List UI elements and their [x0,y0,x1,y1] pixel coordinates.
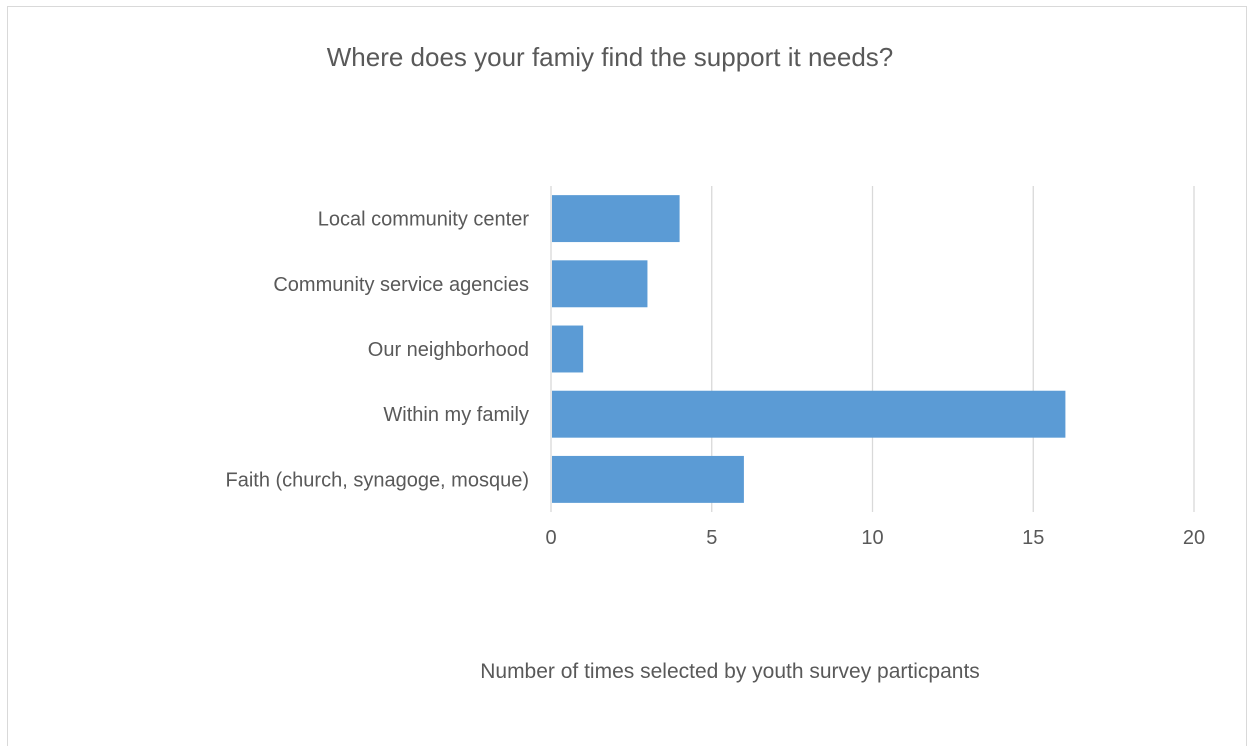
bar [552,260,648,308]
x-tick-label: 10 [861,527,883,549]
category-label: Community service agencies [273,274,529,296]
x-tick-labels: 0 5 10 15 20 [545,527,1205,549]
chart-title: Where does your famiy find the support i… [326,42,894,72]
x-axis-title: Number of times selected by youth survey… [480,660,980,683]
bar [552,195,680,243]
x-tick-label: 0 [545,527,556,549]
category-label: Within my family [383,404,529,426]
x-tick-label: 15 [1022,527,1044,549]
category-label: Our neighborhood [368,339,529,361]
x-tick-label: 20 [1183,527,1205,549]
category-label: Faith (church, synagoge, mosque) [226,469,530,491]
bar [552,325,584,373]
x-tick-label: 5 [706,527,717,549]
chart-frame [7,6,1247,746]
category-label: Local community center [318,209,530,231]
bar [552,455,744,503]
bar [552,390,1066,438]
bars [552,195,1066,503]
category-labels: Local community center Community service … [226,209,530,492]
